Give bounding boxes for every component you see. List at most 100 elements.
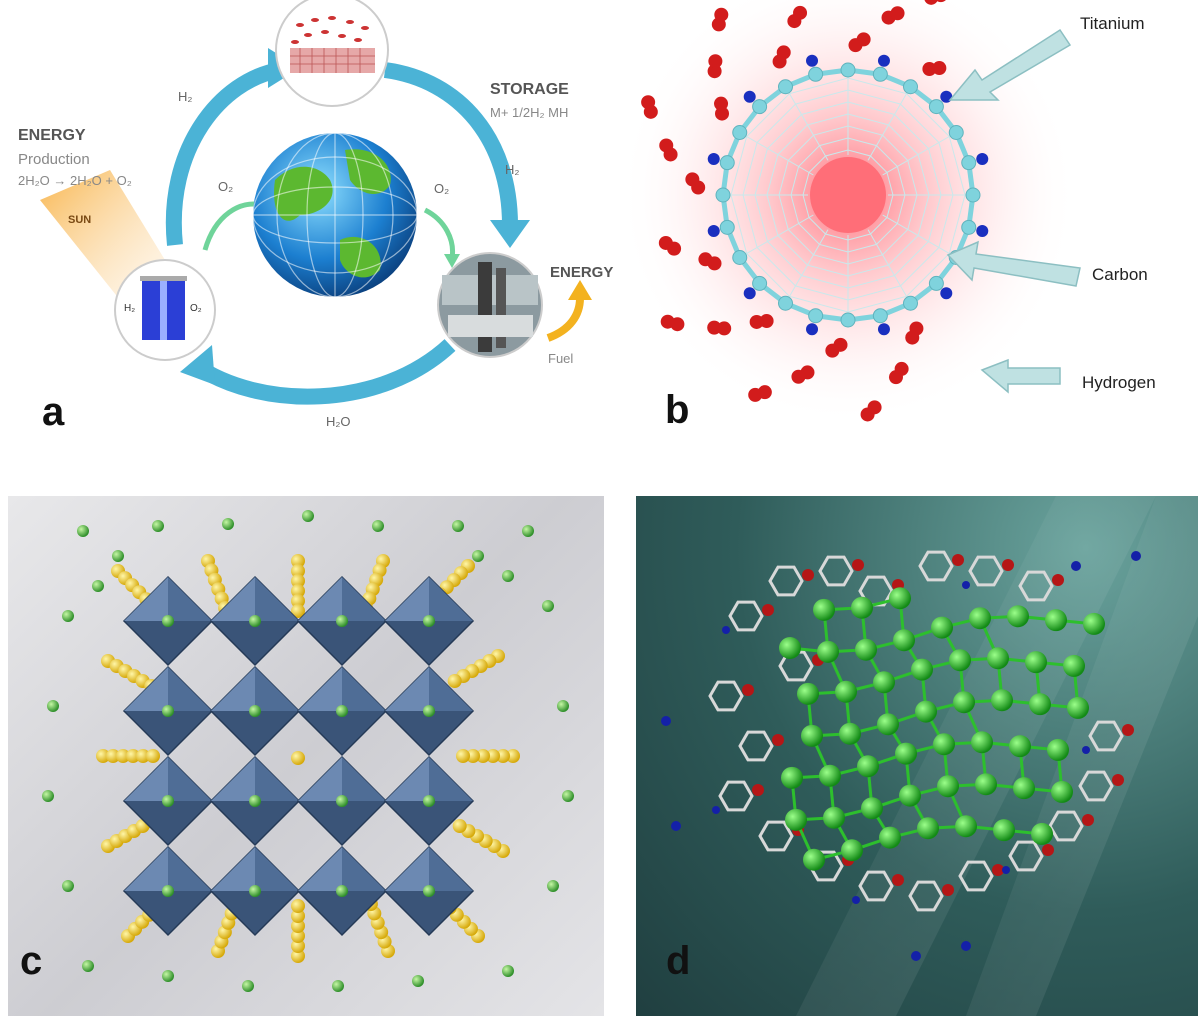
- production-label: Production: [18, 151, 90, 168]
- yellow-atom: [506, 749, 520, 763]
- oxygen-atom: [1052, 574, 1064, 586]
- yellow-atom: [291, 554, 305, 568]
- energy-out-arrow: [546, 297, 584, 342]
- green-carbon-atom: [851, 596, 873, 619]
- yellow-atom: [291, 604, 305, 618]
- nitrogen-atom: [961, 941, 971, 951]
- green-atom: [336, 885, 348, 897]
- octahedron-face: [385, 757, 429, 801]
- green-atom: [372, 520, 384, 532]
- green-carbon-atom: [841, 839, 863, 862]
- green-atom: [162, 970, 174, 982]
- hydrogen-atom: [658, 235, 673, 250]
- green-atom: [112, 550, 124, 562]
- titanium-atom: [976, 224, 989, 237]
- oxygen-atom: [1082, 814, 1094, 826]
- nitrogen-atom: [1131, 551, 1141, 561]
- titanium-callout-arrow: [948, 28, 1072, 101]
- energy-output-label: ENERGY: [550, 264, 614, 281]
- oxygen-atom: [742, 684, 754, 696]
- green-carbon-atom: [781, 766, 803, 789]
- oxygen-atom: [892, 874, 904, 886]
- carbon-ring: [1078, 770, 1114, 802]
- hydrogen-atom: [748, 387, 763, 402]
- titanium-atom: [806, 54, 819, 67]
- carbon-label: Carbon: [1092, 265, 1148, 284]
- titanium-atom: [707, 224, 720, 237]
- oxygen-atom: [772, 734, 784, 746]
- hydrogen-atom: [888, 370, 903, 385]
- green-carbon-atom: [899, 784, 921, 807]
- panel-d-graphene-oxide: d: [636, 496, 1198, 1016]
- octahedron-face: [385, 847, 429, 891]
- carbon-atom: [752, 275, 768, 291]
- yellow-atom: [291, 929, 305, 943]
- octahedron-face: [124, 667, 168, 711]
- octahedron-face: [385, 667, 429, 711]
- light-ray: [966, 496, 1198, 1016]
- storage-circle: [275, 0, 389, 107]
- octahedron-face: [168, 577, 212, 621]
- green-carbon-atom: [933, 733, 955, 756]
- yellow-atom: [476, 749, 490, 763]
- green-atom: [162, 615, 174, 627]
- carbon-atom: [840, 62, 856, 78]
- green-carbon-atom: [1013, 777, 1035, 800]
- mesh-spoke: [882, 214, 957, 258]
- green-atom: [242, 980, 254, 992]
- hydrogen-atom: [714, 96, 729, 111]
- hydrogen-atom: [924, 0, 938, 5]
- hydrogen-atom: [698, 252, 713, 267]
- green-carbon-atom: [975, 773, 997, 796]
- carbon-atom: [778, 79, 793, 95]
- carbon-atom: [961, 155, 977, 171]
- yellow-atom: [291, 919, 305, 933]
- green-atom: [249, 885, 261, 897]
- hydrogen-atom: [890, 6, 905, 21]
- octahedron-face: [168, 667, 212, 711]
- green-carbon-atom: [955, 815, 977, 838]
- octahedron-face: [342, 847, 386, 891]
- hydrogen-atom: [932, 61, 947, 76]
- carbon-atom: [948, 125, 964, 140]
- green-atom: [547, 880, 559, 892]
- octahedron-face: [255, 667, 299, 711]
- o2-label-right: O₂: [434, 181, 450, 196]
- octahedron-face: [168, 847, 212, 891]
- green-atom: [557, 700, 569, 712]
- carbon-ring: [778, 650, 814, 682]
- green-atom: [162, 885, 174, 897]
- nitrogen-atom: [911, 951, 921, 961]
- green-atom: [502, 570, 514, 582]
- carbon-ring: [728, 600, 764, 632]
- mesh-spoke: [867, 86, 911, 161]
- carbon-ring: [718, 780, 754, 812]
- green-atom: [423, 885, 435, 897]
- nanotube-cross-section: [630, 0, 1081, 425]
- octahedron-face: [342, 667, 386, 711]
- titanium-label: Titanium: [1080, 14, 1145, 33]
- hydrogen-atom: [791, 369, 806, 384]
- titanium-atom: [707, 153, 720, 166]
- octahedron-face: [385, 577, 429, 621]
- carbon-ring: [1018, 570, 1054, 602]
- carbon-atom: [732, 250, 748, 265]
- o2-label-left: O₂: [218, 179, 234, 194]
- titanium-atom: [877, 323, 890, 336]
- yellow-atom: [291, 949, 305, 963]
- hydrogen-atom: [714, 7, 729, 22]
- green-atom: [62, 880, 74, 892]
- molecular-sheet: [661, 496, 1198, 1016]
- octahedron-face: [168, 757, 212, 801]
- carbon-atom: [719, 219, 735, 235]
- green-carbon-atom: [879, 826, 901, 849]
- cycle-arrow-bottom: [190, 339, 456, 405]
- octahedron-face: [124, 847, 168, 891]
- green-atom: [502, 965, 514, 977]
- green-carbon-atom: [991, 689, 1013, 712]
- light-ray: [796, 496, 1156, 1016]
- octahedron-face: [211, 757, 255, 801]
- yellow-atom: [291, 594, 305, 608]
- panel-label-d: d: [666, 939, 691, 983]
- octahedron-face: [342, 577, 386, 621]
